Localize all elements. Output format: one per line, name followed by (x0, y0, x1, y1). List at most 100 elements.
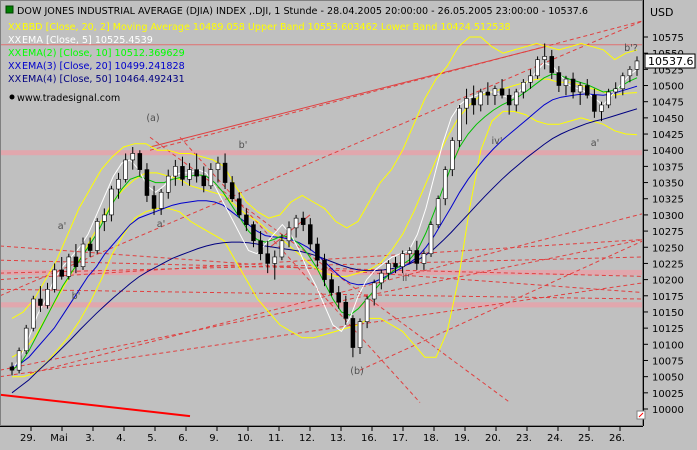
candle-body (620, 75, 626, 90)
y-tick-label: 10525 (652, 65, 684, 76)
candle-body (201, 175, 207, 187)
x-axis-ticks: 29. Mai 3. 4. 5. 6. 9. 10. 11. 12. 13. 16. 17. 18. 19.… (20, 426, 625, 444)
x-tick-label: 24. (547, 433, 563, 444)
candle-body (315, 243, 320, 261)
legend-entry: EMA(4) [Close, 50] 10464.492431 (22, 74, 185, 85)
candle-body (16, 350, 22, 371)
x-tick-label: 10. (237, 433, 253, 444)
watermark: www.tradesignal.com (9, 93, 120, 104)
candle-body (549, 56, 555, 73)
legend-entry: EMA [Close, 5] 10525.4539 (22, 35, 153, 46)
candle-body (187, 169, 192, 180)
candle-body (109, 188, 114, 216)
candle-body (514, 91, 519, 106)
x-tick-label: 18. (423, 433, 439, 444)
legend-prefix: XX (8, 48, 22, 59)
candle-body (151, 195, 157, 209)
candle-body (286, 227, 292, 242)
wave-label: (a) (146, 113, 159, 124)
last-value-badge (644, 53, 696, 69)
legend-prefix: XX (8, 22, 22, 33)
y-tick-label: 10150 (652, 308, 684, 319)
candle-body (94, 221, 100, 251)
candle-body (414, 250, 420, 264)
y-tick-label: 10425 (652, 130, 684, 141)
candle-body (180, 166, 185, 180)
y-tick-label: 10450 (652, 114, 684, 125)
ema5-line (11, 62, 638, 371)
candle-body (322, 259, 327, 280)
x-tick-label: Mai (50, 433, 68, 444)
candle-body (506, 94, 512, 106)
candle-body (471, 98, 476, 106)
y-axis-ticks: 1057510550105251050010475104501042510400… (643, 33, 684, 416)
y-tick-label: 10225 (652, 259, 684, 270)
candle-body (244, 214, 249, 225)
candle-body (265, 253, 270, 264)
legend-prefix: XX (8, 35, 22, 46)
candle-body (442, 169, 448, 200)
candle-body (357, 321, 363, 348)
candle-body (144, 169, 150, 196)
candle-body (272, 256, 278, 264)
x-tick-label: 26. (609, 433, 625, 444)
y-tick-label: 10325 (652, 195, 684, 206)
candle-body (350, 318, 356, 348)
watermark-text: www.tradesignal.com (17, 93, 120, 104)
candle-body (592, 94, 597, 112)
candle-body (130, 153, 135, 161)
candle-body (137, 153, 143, 170)
candle-body (173, 166, 178, 177)
candle-body (435, 198, 441, 225)
y-tick-label: 10075 (652, 356, 684, 367)
x-tick-label: 23. (516, 433, 532, 444)
y-tick-label: 10500 (652, 82, 684, 93)
x-tick-label: 13. (330, 433, 346, 444)
y-tick-label: 10125 (652, 324, 684, 335)
wave-label: (b) (350, 366, 364, 377)
x-tick-label: 6. (178, 433, 188, 444)
trendline (0, 282, 644, 378)
x-tick-label: 3. (85, 433, 95, 444)
band (0, 269, 643, 276)
x-tick-label: 16. (361, 433, 377, 444)
legend-entry: EMA(2) [Close, 10] 10512.369629 (22, 48, 185, 59)
legend-icon (5, 5, 14, 14)
candle-body (158, 191, 164, 209)
wave-label: b' (72, 291, 81, 302)
y-tick-label: 10100 (652, 340, 684, 351)
candle-body (300, 217, 306, 225)
candle-body (478, 91, 484, 106)
candle-body (329, 279, 334, 293)
trendline (149, 20, 644, 151)
x-tick-label: 9. (209, 433, 219, 444)
x-tick-label: 5. (147, 433, 157, 444)
candle-body (59, 269, 64, 277)
support-resistance-bands (0, 44, 643, 308)
last-value-text: 10537.6 (648, 55, 694, 68)
legend-entry: BBD [Close, 20, 2] Moving Average 10489.… (22, 22, 511, 33)
wave-label: iv' (492, 136, 503, 147)
candle-body (293, 217, 299, 229)
y-tick-label: 10300 (652, 211, 684, 222)
candle-body (52, 269, 57, 290)
candle-body (556, 72, 562, 86)
trendline (0, 259, 644, 277)
candle-body (585, 85, 590, 96)
resize-grip[interactable] (636, 410, 646, 420)
candle-body (485, 91, 491, 96)
legend-prefix: XX (8, 74, 22, 85)
trendline (359, 240, 644, 371)
x-tick-label: 19. (454, 433, 470, 444)
x-tick-label: 25. (578, 433, 594, 444)
candle-body (499, 88, 505, 96)
trendline (0, 239, 644, 371)
candle-body (400, 253, 405, 267)
candle-body (634, 60, 640, 70)
candle-body (450, 140, 455, 170)
y-tick-label: 10475 (652, 98, 684, 109)
y-tick-label: 10275 (652, 227, 684, 238)
y-tick-label: 10250 (652, 243, 684, 254)
candle-body (407, 250, 412, 255)
